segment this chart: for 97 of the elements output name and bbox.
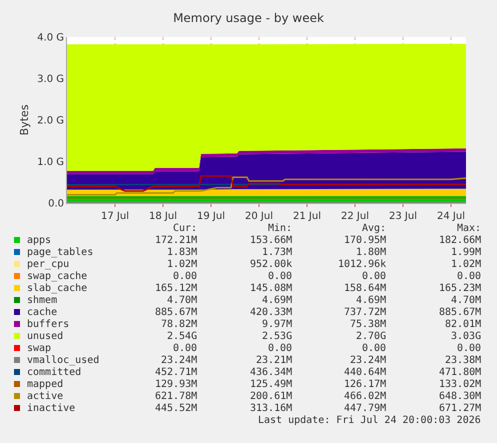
text: 466.02M xyxy=(344,391,386,402)
x-tick-label: 24 Jul xyxy=(437,211,465,222)
x-tick-label: 22 Jul xyxy=(341,211,369,222)
y-tick-label: 2.0 G xyxy=(37,116,64,126)
text: 671.27M xyxy=(439,403,482,414)
text: 885.67M xyxy=(439,307,482,318)
text: 172.21M xyxy=(155,235,198,246)
text: 0.00 xyxy=(268,271,292,282)
text: Max: xyxy=(457,223,482,234)
text: 648.30M xyxy=(439,391,482,402)
text: 2.70G xyxy=(356,331,386,342)
text: 23.24M xyxy=(350,355,386,366)
x-tick-label: 17 Jul xyxy=(101,211,129,222)
legend-label: mapped xyxy=(27,379,64,390)
text: 170.95M xyxy=(344,235,386,246)
text: 440.64M xyxy=(344,367,386,378)
text: 952.00k xyxy=(250,259,292,270)
text: 0.00 xyxy=(362,343,386,354)
text: 125.49M xyxy=(250,379,292,390)
x-tick-label: 19 Jul xyxy=(197,211,225,222)
text: Cur: xyxy=(173,223,198,234)
text: 0.00 xyxy=(457,343,482,354)
text: 1.02M xyxy=(167,259,198,270)
text: 1.02M xyxy=(451,259,482,270)
text: 313.16M xyxy=(250,403,292,414)
text: 165.23M xyxy=(439,283,482,294)
text: 445.52M xyxy=(155,403,198,414)
y-axis-title: Bytes xyxy=(18,104,31,136)
text: 23.21M xyxy=(256,355,292,366)
text: 0.00 xyxy=(173,271,198,282)
text: 2.53G xyxy=(262,331,292,342)
x-tick-label: 21 Jul xyxy=(293,211,321,222)
text: 1.73M xyxy=(262,247,292,258)
text: 129.93M xyxy=(155,379,198,390)
legend-label: active xyxy=(27,391,64,402)
text: 436.34M xyxy=(250,367,292,378)
text: 200.61M xyxy=(250,391,292,402)
legend-label: page_tables xyxy=(27,247,94,258)
text: 182.66M xyxy=(439,235,482,246)
x-tick-label: 18 Jul xyxy=(149,211,177,222)
text: 0.00 xyxy=(457,271,482,282)
text: 621.78M xyxy=(155,391,198,402)
text: 1.83M xyxy=(167,247,198,258)
y-tick-label: 4.0 G xyxy=(37,32,64,44)
text: 1012.96k xyxy=(338,259,386,270)
legend-label: unused xyxy=(27,331,64,342)
text: 133.02M xyxy=(439,379,482,390)
legend-label: apps xyxy=(27,235,52,246)
y-tick-label: 0.0 xyxy=(48,198,64,210)
text: Last update: Fri Jul 24 20:00:03 2026 xyxy=(258,415,481,426)
text: 1.99M xyxy=(451,247,482,258)
text: 447.79M xyxy=(344,403,386,414)
text: 145.08M xyxy=(250,283,292,294)
text: 23.24M xyxy=(161,355,198,366)
legend-label: vmalloc_used xyxy=(27,355,100,366)
text: 0.00 xyxy=(173,343,198,354)
text: 737.72M xyxy=(344,307,386,318)
text: 452.71M xyxy=(155,367,198,378)
legend-label: slab_cache xyxy=(27,283,88,294)
text: 165.12M xyxy=(155,283,198,294)
legend-label: per_cpu xyxy=(27,259,70,270)
legend-label: inactive xyxy=(27,403,76,414)
legend-label: swap xyxy=(27,343,52,354)
text: 0.00 xyxy=(268,343,292,354)
legend-label: committed xyxy=(27,367,82,378)
text: 153.66M xyxy=(250,235,292,246)
text: 885.67M xyxy=(155,307,198,318)
text: 1.80M xyxy=(356,247,386,258)
y-tick-label: 1.0 G xyxy=(37,157,64,168)
text: 82.01M xyxy=(445,319,482,330)
text: 0.00 xyxy=(362,271,386,282)
x-tick-label: 23 Jul xyxy=(389,211,417,222)
legend-label: swap_cache xyxy=(27,271,88,282)
line-series xyxy=(67,176,466,196)
text: 3.03G xyxy=(451,331,482,342)
text: 78.82M xyxy=(161,319,198,330)
text: Avg: xyxy=(362,223,386,234)
text: 23.38M xyxy=(445,355,482,366)
text: 75.38M xyxy=(350,319,386,330)
x-tick-label: 20 Jul xyxy=(245,211,273,222)
chart-title: Memory usage - by week xyxy=(173,11,324,26)
text: 4.70M xyxy=(451,295,482,306)
text: Min: xyxy=(268,223,292,234)
legend-label: buffers xyxy=(27,319,70,330)
text: 471.80M xyxy=(439,367,482,378)
text: 4.70M xyxy=(167,295,198,306)
text: 2.54G xyxy=(167,331,198,342)
text: 158.64M xyxy=(344,283,386,294)
text: 420.33M xyxy=(250,307,292,318)
text: 4.69M xyxy=(262,295,292,306)
text: 4.69M xyxy=(356,295,386,306)
text: 126.17M xyxy=(344,379,386,390)
line-series xyxy=(67,175,466,192)
text: 9.97M xyxy=(262,319,292,330)
legend-label: cache xyxy=(27,307,58,318)
y-tick-label: 3.0 G xyxy=(37,74,64,85)
legend-label: shmem xyxy=(27,295,58,306)
